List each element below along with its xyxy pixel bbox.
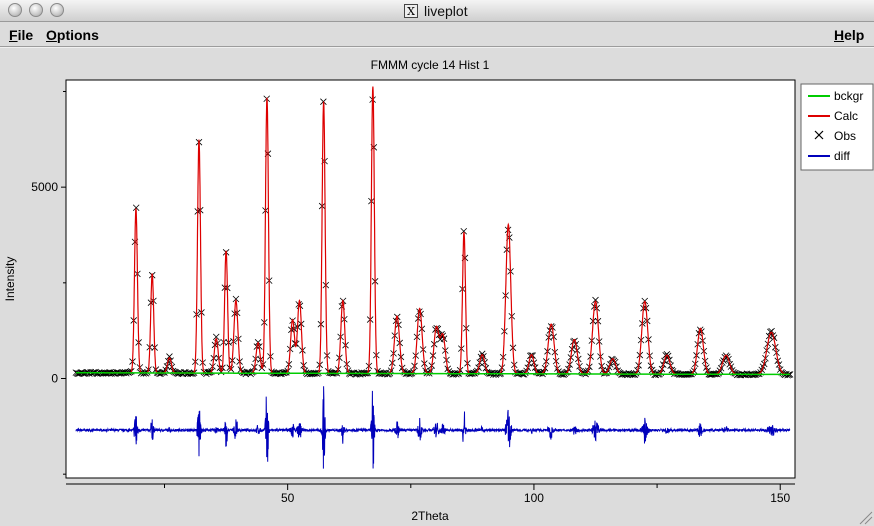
resize-grip-icon[interactable] (859, 511, 873, 525)
legend: bckgr Calc Obs diff (800, 83, 874, 171)
options-menu[interactable]: Options (46, 27, 99, 43)
legend-obs-swatch (814, 130, 824, 140)
options-menu-label: ptions (56, 27, 99, 43)
obs-point (672, 369, 679, 377)
x-tick-label: 100 (524, 491, 544, 505)
legend-bckgr-label: bckgr (834, 89, 863, 103)
close-window-button[interactable] (8, 3, 22, 17)
x-tick-label: 150 (770, 491, 790, 505)
obs-point (784, 371, 791, 379)
diff-series (75, 386, 791, 469)
file-menu-accel: F (9, 27, 18, 43)
obs-point (243, 369, 251, 376)
legend-calc-label: Calc (834, 109, 858, 123)
calc-series (75, 86, 790, 375)
obs-point (460, 227, 468, 235)
zoom-window-button[interactable] (50, 3, 64, 17)
obs-point (212, 333, 220, 341)
obs-point (132, 204, 140, 212)
help-menu-accel: H (834, 27, 845, 43)
x-tick-label: 50 (281, 491, 295, 505)
obs-point (166, 353, 173, 360)
obs-point (470, 369, 477, 377)
bckgr-series (75, 372, 790, 376)
legend-diff-label: diff (834, 149, 850, 163)
obs-point (592, 296, 599, 304)
axis-ticks: 0 5000 50 100 150 (31, 90, 791, 505)
obs-point (768, 327, 775, 335)
legend-obs-label: Obs (834, 129, 856, 143)
file-menu[interactable]: File (9, 27, 33, 43)
plot-area (65, 79, 796, 479)
obs-point (217, 368, 225, 376)
y-tick-label: 5000 (31, 180, 58, 194)
window-title: liveplot (424, 3, 468, 19)
x11-icon: X (404, 4, 418, 18)
y-axis-label: Intensity (3, 257, 17, 302)
obs-point (786, 371, 794, 378)
options-menu-accel: O (46, 27, 57, 43)
y-tick-label: 0 (51, 372, 58, 386)
help-menu[interactable]: Help (834, 27, 864, 43)
menubar: File Options Help (0, 23, 874, 48)
window-titlebar: X liveplot (0, 0, 874, 22)
series-layer (72, 86, 794, 469)
obs-point (232, 295, 240, 303)
help-menu-label: elp (844, 27, 865, 43)
minimize-window-button[interactable] (29, 3, 43, 17)
file-menu-label: ile (17, 27, 34, 43)
x-axis-label: 2Theta (411, 509, 449, 523)
chart-title: FMMM cycle 14 Hist 1 (371, 58, 490, 72)
